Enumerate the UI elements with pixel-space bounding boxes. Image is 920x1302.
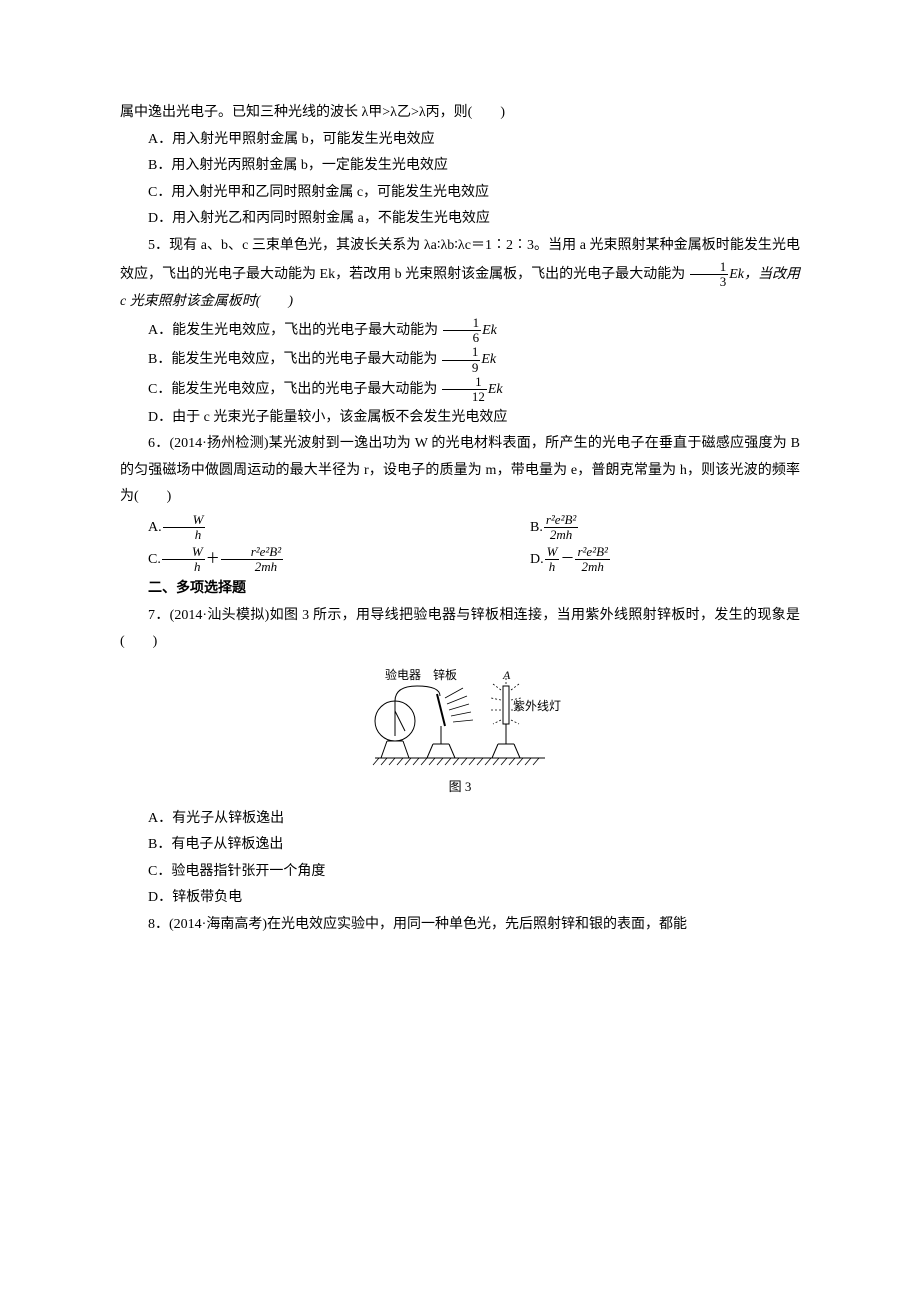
q7-option-b: B．有电子从锌板逸出 [120,832,800,859]
q5-stem: 5．现有 a、b、c 三束单色光，其波长关系为 λa∶λb∶λc＝1∶2∶3。当… [120,233,800,316]
q6-a-frac: W h [163,513,206,543]
figure-3-svg: 验电器 锌板 A 紫外线灯 [355,666,565,771]
q5-c-frac: 1 12 [442,375,487,405]
figure-3-caption: 图 3 [120,775,800,800]
q6-option-d: D. W h － r²e²B² 2mh [390,545,800,575]
q4-option-c: C．用入射光甲和乙同时照射金属 c，可能发生光电效应 [120,180,800,207]
q5-option-c: C．能发生光电效应，飞出的光电子最大动能为 1 12 Ek [120,375,800,405]
q6-c-frac2: r²e²B² 2mh [221,545,283,575]
fragment-q4-tail: 属中逸出光电子。已知三种光线的波长 λ甲>λ乙>λ丙，则( ) [120,100,800,127]
q6-option-c: C. W h ＋ r²e²B² 2mh [120,545,390,575]
section-2-title: 二、多项选择题 [120,576,800,603]
q6-option-b: B. r²e²B² 2mh [390,513,800,543]
q6-d-frac1: W h [545,545,560,575]
q6-b-frac: r²e²B² 2mh [544,513,578,543]
label-uvlamp: 紫外线灯 [513,699,561,713]
q5-option-d: D．由于 c 光束光子能量较小，该金属板不会发生光电效应 [120,405,800,432]
q7-option-c: C．验电器指针张开一个角度 [120,859,800,886]
q8-fragment: 8．(2014·海南高考)在光电效应实验中，用同一种单色光，先后照射锌和银的表面… [120,912,800,939]
q6-stem: 6．(2014·扬州检测)某光波射到一逸出功为 W 的光电材料表面，所产生的光电… [120,431,800,511]
q4-option-d: D．用入射光乙和丙同时照射金属 a，不能发生光电效应 [120,206,800,233]
q4-option-b: B．用入射光丙照射金属 b，一定能发生光电效应 [120,153,800,180]
q6-d-frac2: r²e²B² 2mh [575,545,609,575]
q6-c-frac1: W h [162,545,205,575]
q7-stem: 7．(2014·汕头模拟)如图 3 所示，用导线把验电器与锌板相连接，当用紫外线… [120,603,800,656]
q6-options-row1: A. W h B. r²e²B² 2mh [120,513,800,543]
q6-options-row2: C. W h ＋ r²e²B² 2mh D. W h － r²e²B² 2mh [120,545,800,575]
q5-option-b: B．能发生光电效应，飞出的光电子最大动能为 1 9 Ek [120,345,800,375]
q5-option-a: A．能发生光电效应，飞出的光电子最大动能为 1 6 Ek [120,316,800,346]
q6-option-a: A. W h [120,513,390,543]
label-a: A [502,668,511,682]
q5-stem-frac: 1 3 [690,260,729,290]
q5-b-frac: 1 9 [442,345,481,375]
document-page: 属中逸出光电子。已知三种光线的波长 λ甲>λ乙>λ丙，则( ) A．用入射光甲照… [0,0,920,999]
q7-option-d: D．锌板带负电 [120,885,800,912]
q4-option-a: A．用入射光甲照射金属 b，可能发生光电效应 [120,127,800,154]
label-electroscope: 验电器 [385,667,421,682]
label-zinc: 锌板 [433,668,457,682]
q5-a-frac: 1 6 [443,316,482,346]
q7-option-a: A．有光子从锌板逸出 [120,806,800,833]
q7-figure: 验电器 锌板 A 紫外线灯 图 3 [120,666,800,800]
